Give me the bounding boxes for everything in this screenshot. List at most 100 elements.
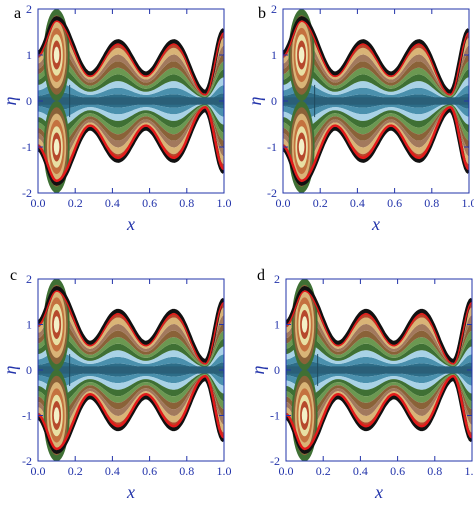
upper-contour-band (286, 324, 472, 366)
panel-b: 0.0 0.2 0.4 0.6 0.8 1.0 2 1 0 -1 -2 x η b (245, 2, 474, 234)
upper-vortex-contour (301, 316, 308, 333)
panel-label: b (258, 5, 266, 22)
upper-wall-line (286, 286, 472, 364)
upper-wall-line (283, 16, 469, 94)
x-tick-label: 0.6 (142, 464, 157, 478)
upper-contour-band (283, 36, 469, 95)
x-tick-label: 0.2 (316, 464, 331, 478)
lower-contour-band (38, 105, 224, 147)
contour-field (283, 9, 469, 193)
lower-contour-band (38, 373, 224, 407)
lower-contour-band (38, 372, 224, 398)
y-tick-label: 1 (274, 318, 280, 332)
y-axis-label: η (0, 365, 20, 374)
x-tick-label: 0.0 (276, 196, 291, 210)
lower-wall-inner-line (286, 374, 472, 451)
upper-vortex-contour (298, 46, 305, 64)
y-tick-label: 2 (271, 2, 277, 16)
lower-contour-band (283, 105, 469, 147)
upper-wall-inner-line (38, 290, 224, 365)
upper-contour-band (283, 82, 469, 100)
contour-field (38, 9, 224, 193)
upper-contour-band (283, 55, 469, 97)
y-tick-label: -1 (267, 140, 277, 154)
lower-contour-band (286, 372, 472, 398)
upper-vortex-contour (53, 316, 60, 333)
upper-contour-band (38, 55, 224, 97)
upper-contour-band (286, 351, 472, 369)
x-axis-label: x (374, 482, 383, 502)
x-tick-label: 1.0 (217, 464, 232, 478)
lower-contour-band (38, 375, 224, 425)
y-tick-label: 1 (271, 48, 277, 62)
upper-vortex-contour (53, 46, 60, 64)
lower-wall-inner-line (38, 374, 224, 451)
lower-vortex-contour (298, 138, 305, 156)
upper-contour-band (286, 342, 472, 368)
upper-wall-inner-line (286, 290, 472, 365)
upper-wall-line (38, 286, 224, 364)
y-tick-label: 2 (274, 272, 280, 286)
upper-contour-band (38, 36, 224, 95)
y-tick-label: -1 (22, 140, 32, 154)
y-tick-label: 1 (26, 48, 32, 62)
y-axis-label: η (248, 365, 268, 374)
x-axis-label: x (371, 214, 380, 234)
y-tick-label: 0 (274, 363, 280, 377)
y-tick-label: 1 (26, 318, 32, 332)
lower-vortex-contour (53, 138, 60, 156)
upper-contour-band (38, 351, 224, 369)
lower-contour-band (38, 104, 224, 138)
lower-contour-band (286, 373, 472, 407)
y-axis-label: η (245, 96, 265, 105)
upper-wall-inner-line (38, 20, 224, 96)
center-band (286, 366, 472, 374)
lower-wall-inner-line (38, 105, 224, 183)
panel-label: d (257, 267, 265, 284)
upper-contour-band (38, 342, 224, 368)
y-tick-label: 2 (26, 2, 32, 16)
panel-c: 0.0 0.2 0.4 0.6 0.8 1.0 2 1 0 -1 -2 x η c (0, 267, 232, 502)
lower-contour-band (283, 107, 469, 166)
y-tick-label: -1 (22, 409, 32, 423)
center-band (38, 97, 224, 105)
x-tick-label: 0.2 (68, 464, 83, 478)
lower-contour-band (283, 103, 469, 129)
upper-contour-band (38, 64, 224, 98)
x-axis-label: x (126, 214, 135, 234)
x-tick-label: 0.8 (424, 196, 439, 210)
x-tick-label: 1.0 (465, 464, 474, 478)
upper-contour-band (286, 333, 472, 367)
upper-contour-band (38, 315, 224, 365)
lower-vortex-contour (301, 407, 308, 424)
upper-contour-band (38, 73, 224, 99)
center-band (283, 97, 469, 105)
lower-contour-band (38, 107, 224, 166)
lower-contour-band (286, 375, 472, 425)
y-axis-label: η (0, 96, 20, 105)
y-tick-label: 0 (26, 363, 32, 377)
lower-contour-band (38, 374, 224, 416)
x-axis-label: x (126, 482, 135, 502)
upper-contour-band (283, 64, 469, 98)
x-tick-label: 0.6 (390, 464, 405, 478)
y-tick-label: 0 (26, 94, 32, 108)
x-tick-label: 0.4 (353, 464, 368, 478)
x-tick-label: 0.6 (142, 196, 157, 210)
y-tick-label: 0 (271, 94, 277, 108)
x-tick-label: 1.0 (217, 196, 232, 210)
y-tick-label: -1 (270, 409, 280, 423)
x-tick-label: 0.2 (68, 196, 83, 210)
upper-wall-line (38, 16, 224, 94)
x-tick-label: 0.8 (179, 196, 194, 210)
y-tick-label: -2 (22, 454, 32, 468)
panel-d: 0.0 0.2 0.4 0.6 0.8 1.0 2 1 0 -1 -2 x η d (248, 267, 474, 502)
panel-label: a (14, 5, 21, 22)
upper-contour-band (38, 324, 224, 366)
x-tick-label: 0.8 (427, 464, 442, 478)
y-tick-label: 2 (26, 272, 32, 286)
lower-contour-band (283, 106, 469, 157)
x-tick-label: 1.0 (462, 196, 474, 210)
x-tick-label: 0.4 (350, 196, 365, 210)
